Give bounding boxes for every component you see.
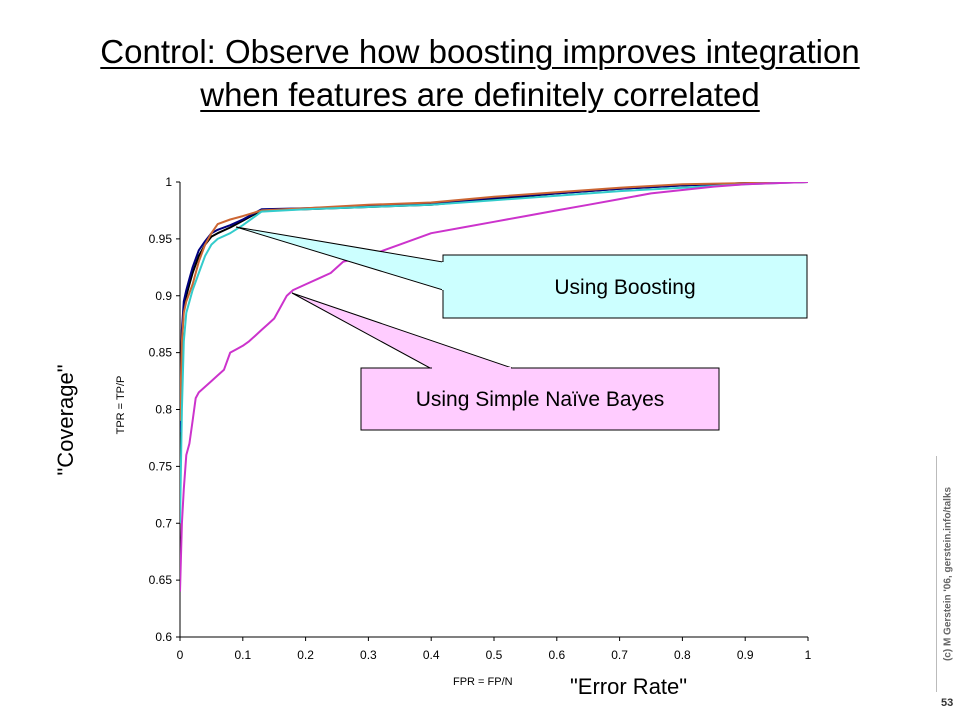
x-axis-label-fpr: FPR = FP/N — [453, 676, 513, 688]
y-tick-label: 0.7 — [155, 516, 172, 530]
x-tick-label: 0.6 — [548, 648, 565, 662]
series-line-4 — [180, 182, 808, 592]
x-tick-label: 0 — [177, 648, 184, 662]
x-axis-label-error-rate: "Error Rate" — [570, 674, 688, 699]
y-tick-label: 0.85 — [149, 346, 173, 360]
slide-title: Control: Observe how boosting improves i… — [100, 33, 860, 113]
boosting-callout-box — [442, 254, 808, 319]
y-tick-label: 1 — [165, 175, 172, 189]
x-tick-label: 1 — [805, 648, 812, 662]
naive-callout-box — [360, 367, 720, 431]
naive-callout-label: Using Simple Naïve Bayes — [416, 388, 665, 411]
page-number: 53 — [941, 697, 954, 709]
y-axis-label-coverage: "Coverage" — [53, 364, 78, 476]
y-tick-label: 0.95 — [149, 232, 173, 246]
x-tick-label: 0.3 — [360, 648, 377, 662]
y-tick-label: 0.75 — [149, 459, 173, 473]
y-tick-label: 0.65 — [149, 573, 173, 587]
x-tick-label: 0.2 — [297, 648, 314, 662]
series-line-3 — [180, 182, 808, 524]
boosting-callout-label: Using Boosting — [554, 276, 695, 299]
axes: 0.6 0.65 0.7 0.75 0.8 0.85 0.9 0.95 1 0 0.1 0.2 0.3 0… — [149, 175, 812, 662]
copyright-text: (c) M Gerstein '06, gerstein.info/talks — [942, 486, 954, 662]
x-tick-label: 0.1 — [234, 648, 251, 662]
y-tick-label: 0.8 — [155, 403, 172, 417]
y-tick-label: 0.9 — [155, 289, 172, 303]
y-axis-label-tpr: TPR = TP/P — [115, 375, 127, 435]
copyright-strip: (c) M Gerstein '06, gerstein.info/talks — [936, 456, 959, 692]
series-line-1 — [180, 182, 808, 433]
x-tick-label: 0.9 — [737, 648, 754, 662]
y-tick-label: 0.6 — [155, 630, 172, 644]
x-tick-label: 0.5 — [486, 648, 503, 662]
boosting-callout-pointer — [235, 226, 444, 291]
callouts-group: Using Boosting Using Simple Naïve Bayes — [235, 226, 808, 431]
x-tick-label: 0.8 — [674, 648, 691, 662]
series-line-2 — [180, 182, 808, 421]
series-group — [180, 182, 808, 592]
x-tick-label: 0.7 — [611, 648, 628, 662]
x-tick-label: 0.4 — [423, 648, 440, 662]
